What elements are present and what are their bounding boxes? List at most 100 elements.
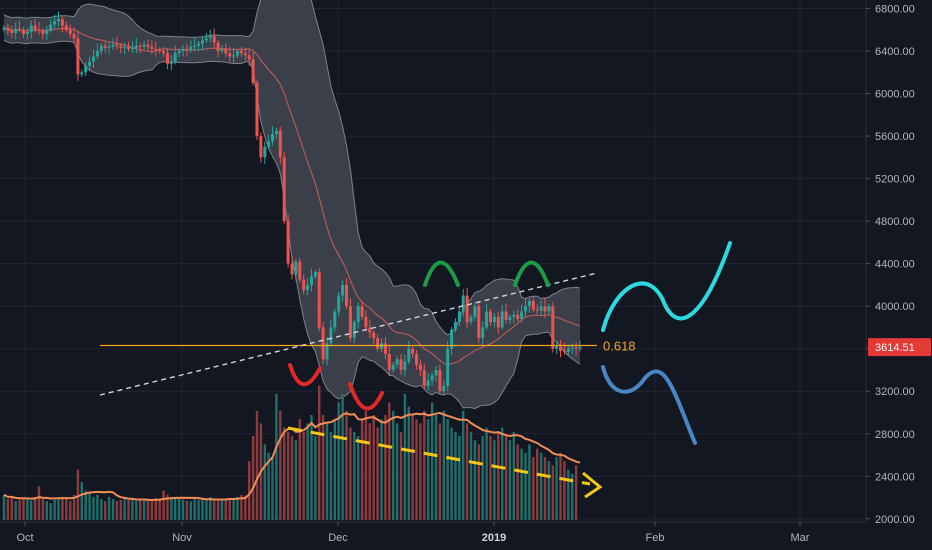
candle-body-20 bbox=[80, 72, 84, 75]
candle-body-1 bbox=[6, 27, 10, 31]
candle-body-94 bbox=[368, 327, 372, 333]
candle-body-141 bbox=[551, 306, 555, 349]
candle-body-117 bbox=[457, 311, 461, 323]
candle-body-127 bbox=[496, 316, 500, 328]
candle-body-29 bbox=[115, 44, 119, 46]
volume-bar-3 bbox=[14, 501, 17, 520]
volume-bar-113 bbox=[442, 410, 445, 520]
candle-body-5 bbox=[22, 29, 25, 35]
candle-body-52 bbox=[204, 38, 208, 41]
volume-bar-23 bbox=[92, 496, 95, 520]
volume-bar-42 bbox=[166, 494, 169, 520]
bollinger-basis bbox=[3, 27, 581, 365]
price-tick-label-12: 6800.00 bbox=[875, 4, 915, 16]
volume-bar-43 bbox=[170, 496, 173, 520]
volume-bar-69 bbox=[271, 457, 274, 520]
volume-bar-116 bbox=[454, 431, 457, 520]
volume-bar-17 bbox=[69, 501, 72, 520]
volume-bar-136 bbox=[532, 457, 535, 520]
volume-bar-126 bbox=[493, 440, 496, 520]
volume-bar-28 bbox=[111, 499, 115, 520]
price-tick-label-2: 2800.00 bbox=[875, 429, 915, 441]
candle-body-116 bbox=[454, 322, 457, 330]
candle-body-66 bbox=[259, 136, 263, 158]
candle-body-61 bbox=[239, 51, 243, 54]
candle-body-41 bbox=[162, 51, 166, 54]
candle-body-39 bbox=[154, 48, 158, 50]
volume-bar-51 bbox=[201, 498, 204, 520]
volume-bar-122 bbox=[477, 444, 480, 520]
price-axis[interactable]: 2000.002400.002800.003200.003600.004000.… bbox=[865, 0, 932, 550]
candle-body-2 bbox=[10, 30, 14, 33]
candle-body-93 bbox=[364, 316, 368, 328]
volume-bar-104 bbox=[407, 406, 410, 520]
time-tick-label-0: Oct bbox=[16, 532, 33, 544]
volume-bar-76 bbox=[298, 419, 301, 520]
volume-bar-128 bbox=[501, 427, 504, 520]
volume-bar-8 bbox=[33, 496, 37, 520]
volume-bar-110 bbox=[430, 402, 434, 520]
price-tick-label-6: 4400.00 bbox=[875, 259, 915, 271]
volume-bar-38 bbox=[150, 501, 154, 520]
volume-bar-130 bbox=[508, 440, 512, 520]
candle-body-56 bbox=[220, 48, 224, 51]
candle-body-148 bbox=[578, 347, 582, 349]
candle-body-120 bbox=[469, 316, 473, 323]
volume-bar-47 bbox=[185, 500, 189, 520]
volume-bar-62 bbox=[244, 495, 247, 520]
candle-body-102 bbox=[399, 359, 403, 370]
volume-bar-123 bbox=[481, 436, 484, 520]
candle-body-132 bbox=[516, 314, 520, 319]
volume-bar-82 bbox=[321, 415, 325, 520]
candle-body-40 bbox=[158, 50, 162, 52]
bollinger-upper bbox=[3, 0, 581, 336]
candle-body-137 bbox=[535, 309, 539, 311]
volume-bar-138 bbox=[539, 452, 543, 520]
volume-bar-91 bbox=[357, 436, 360, 520]
volume-bar-59 bbox=[232, 499, 235, 520]
candle-body-107 bbox=[418, 364, 422, 370]
candle-body-44 bbox=[173, 53, 177, 62]
price-tick-label-5: 4000.00 bbox=[875, 301, 915, 313]
candle-body-109 bbox=[426, 380, 430, 386]
candle-body-101 bbox=[395, 359, 399, 365]
candle-body-113 bbox=[442, 385, 446, 392]
candle-body-32 bbox=[127, 46, 130, 49]
volume-bar-92 bbox=[360, 419, 364, 520]
fib-618-label: 0.618 bbox=[603, 339, 636, 354]
candle-body-4 bbox=[18, 28, 22, 30]
volume-bar-30 bbox=[119, 499, 122, 520]
volume-bar-97 bbox=[380, 419, 383, 520]
volume-bar-118 bbox=[462, 410, 465, 520]
time-tick-label-5: Mar bbox=[791, 532, 810, 544]
volume-bar-12 bbox=[49, 503, 52, 520]
candle-body-7 bbox=[29, 25, 33, 32]
candle-body-142 bbox=[555, 346, 559, 349]
time-axis[interactable]: Oct Nov Dec 2019 Feb Mar bbox=[0, 521, 866, 550]
candle-body-36 bbox=[142, 44, 146, 47]
volume-bar-77 bbox=[302, 431, 305, 520]
volume-bar-2 bbox=[10, 496, 13, 520]
candle-body-131 bbox=[512, 314, 516, 317]
candle-body-58 bbox=[228, 53, 232, 57]
candle-body-139 bbox=[543, 306, 547, 312]
volume-bar-109 bbox=[427, 419, 430, 520]
volume-bar-143 bbox=[559, 452, 562, 520]
candle-body-73 bbox=[286, 221, 290, 264]
candle-body-91 bbox=[356, 306, 360, 323]
price-tick-label-8: 5200.00 bbox=[875, 174, 915, 186]
candle-body-87 bbox=[341, 284, 345, 296]
candle-body-53 bbox=[208, 36, 212, 39]
volume-bar-117 bbox=[458, 436, 461, 520]
candle-body-48 bbox=[189, 46, 193, 50]
volume-bar-65 bbox=[255, 410, 259, 520]
candle-body-146 bbox=[570, 347, 574, 349]
time-tick-label-1: Nov bbox=[172, 532, 192, 544]
candle-body-76 bbox=[298, 261, 302, 280]
volume-bar-24 bbox=[96, 494, 99, 520]
candle-body-85 bbox=[333, 311, 337, 328]
volume-bar-124 bbox=[485, 427, 488, 520]
volume-bar-145 bbox=[567, 469, 570, 520]
